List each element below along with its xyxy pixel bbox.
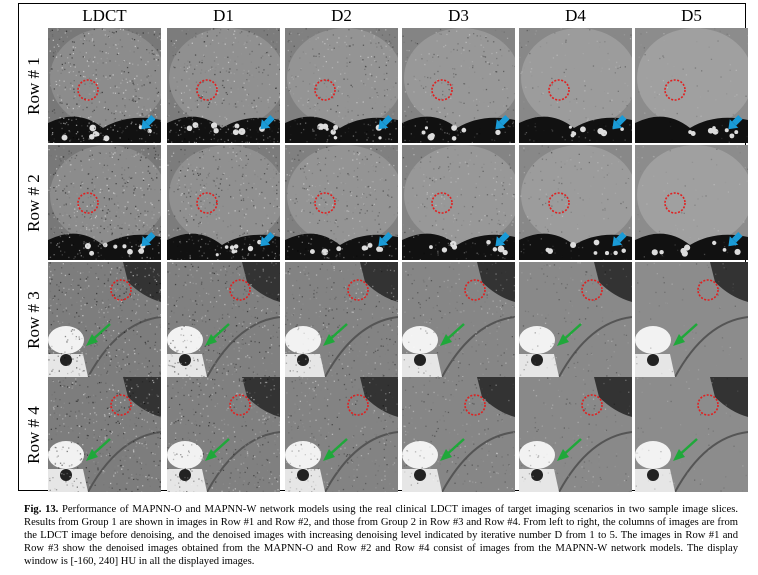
ct-image-row1-d3 — [402, 28, 515, 143]
arrow-icon — [495, 232, 510, 247]
roi-circle — [581, 394, 603, 416]
ct-image-row4-d4 — [519, 377, 632, 492]
arrow-icon — [495, 115, 510, 130]
arrow-icon — [378, 115, 393, 130]
arrow-icon — [205, 438, 230, 461]
arrow-icon — [86, 323, 111, 346]
column-header-d2: D2 — [331, 6, 352, 25]
arrow-icon — [260, 115, 275, 130]
row-label-2: Row # 2 — [24, 173, 43, 232]
ct-image-row2-ldct — [48, 145, 161, 260]
arrow-icon — [612, 115, 627, 130]
arrow-icon — [260, 232, 275, 247]
arrow-icon — [557, 438, 582, 461]
caption-text: Performance of MAPNN-O and MAPNN-W netwo… — [24, 504, 738, 568]
arrow-icon — [141, 232, 156, 247]
roi-circle — [77, 192, 99, 214]
roi-circle — [431, 192, 453, 214]
roi-circle — [431, 79, 453, 101]
ct-image-row2-d2 — [285, 145, 398, 260]
roi-circle — [347, 279, 369, 301]
roi-circle — [347, 394, 369, 416]
roi-circle — [110, 394, 132, 416]
ct-image-row4-d3 — [402, 377, 515, 492]
roi-circle — [697, 394, 719, 416]
ct-image-row3-d2 — [285, 262, 398, 377]
arrow-icon — [612, 232, 627, 247]
roi-circle — [110, 279, 132, 301]
roi-circle — [548, 79, 570, 101]
roi-circle — [664, 192, 686, 214]
ct-image-row2-d5 — [635, 145, 748, 260]
ct-image-row4-d5 — [635, 377, 748, 492]
roi-circle — [196, 192, 218, 214]
arrow-icon — [86, 438, 111, 461]
row-label-4: Row # 4 — [24, 405, 43, 464]
ct-image-row2-d4 — [519, 145, 632, 260]
ct-image-row2-d3 — [402, 145, 515, 260]
row-label-3: Row # 3 — [24, 290, 43, 349]
ct-image-row1-d4 — [519, 28, 632, 143]
roi-circle — [77, 79, 99, 101]
ct-image-row3-d1 — [167, 262, 280, 377]
ct-image-row1-d1 — [167, 28, 280, 143]
roi-circle — [464, 279, 486, 301]
arrow-icon — [728, 232, 743, 247]
arrow-icon — [673, 438, 698, 461]
column-header-d1: D1 — [213, 6, 234, 25]
arrow-icon — [673, 323, 698, 346]
ct-image-row4-d1 — [167, 377, 280, 492]
column-header-d4: D4 — [565, 6, 586, 25]
ct-image-row4-d2 — [285, 377, 398, 492]
roi-circle — [697, 279, 719, 301]
roi-circle — [229, 279, 251, 301]
ct-image-row1-d2 — [285, 28, 398, 143]
roi-circle — [314, 79, 336, 101]
roi-circle — [464, 394, 486, 416]
arrow-icon — [141, 115, 156, 130]
ct-image-row3-ldct — [48, 262, 161, 377]
column-header-d3: D3 — [448, 6, 469, 25]
ct-image-row4-ldct — [48, 377, 161, 492]
arrow-icon — [205, 323, 230, 346]
ct-image-row3-d4 — [519, 262, 632, 377]
arrow-icon — [440, 438, 465, 461]
roi-circle — [314, 192, 336, 214]
ct-image-row2-d1 — [167, 145, 280, 260]
column-header-ldct: LDCT — [82, 6, 127, 25]
row-label-1: Row # 1 — [24, 56, 43, 115]
arrow-icon — [728, 115, 743, 130]
roi-circle — [196, 79, 218, 101]
ct-image-row3-d3 — [402, 262, 515, 377]
roi-circle — [581, 279, 603, 301]
arrow-icon — [323, 438, 348, 461]
arrow-icon — [557, 323, 582, 346]
figure-caption: Fig. 13. Performance of MAPNN-O and MAPN… — [24, 503, 738, 568]
roi-circle — [548, 192, 570, 214]
arrow-icon — [440, 323, 465, 346]
arrow-icon — [378, 232, 393, 247]
roi-circle — [664, 79, 686, 101]
ct-image-row3-d5 — [635, 262, 748, 377]
roi-circle — [229, 394, 251, 416]
ct-image-row1-ldct — [48, 28, 161, 143]
figure-label: Fig. 13. — [24, 504, 59, 515]
column-header-d5: D5 — [681, 6, 702, 25]
arrow-icon — [323, 323, 348, 346]
ct-image-row1-d5 — [635, 28, 748, 143]
